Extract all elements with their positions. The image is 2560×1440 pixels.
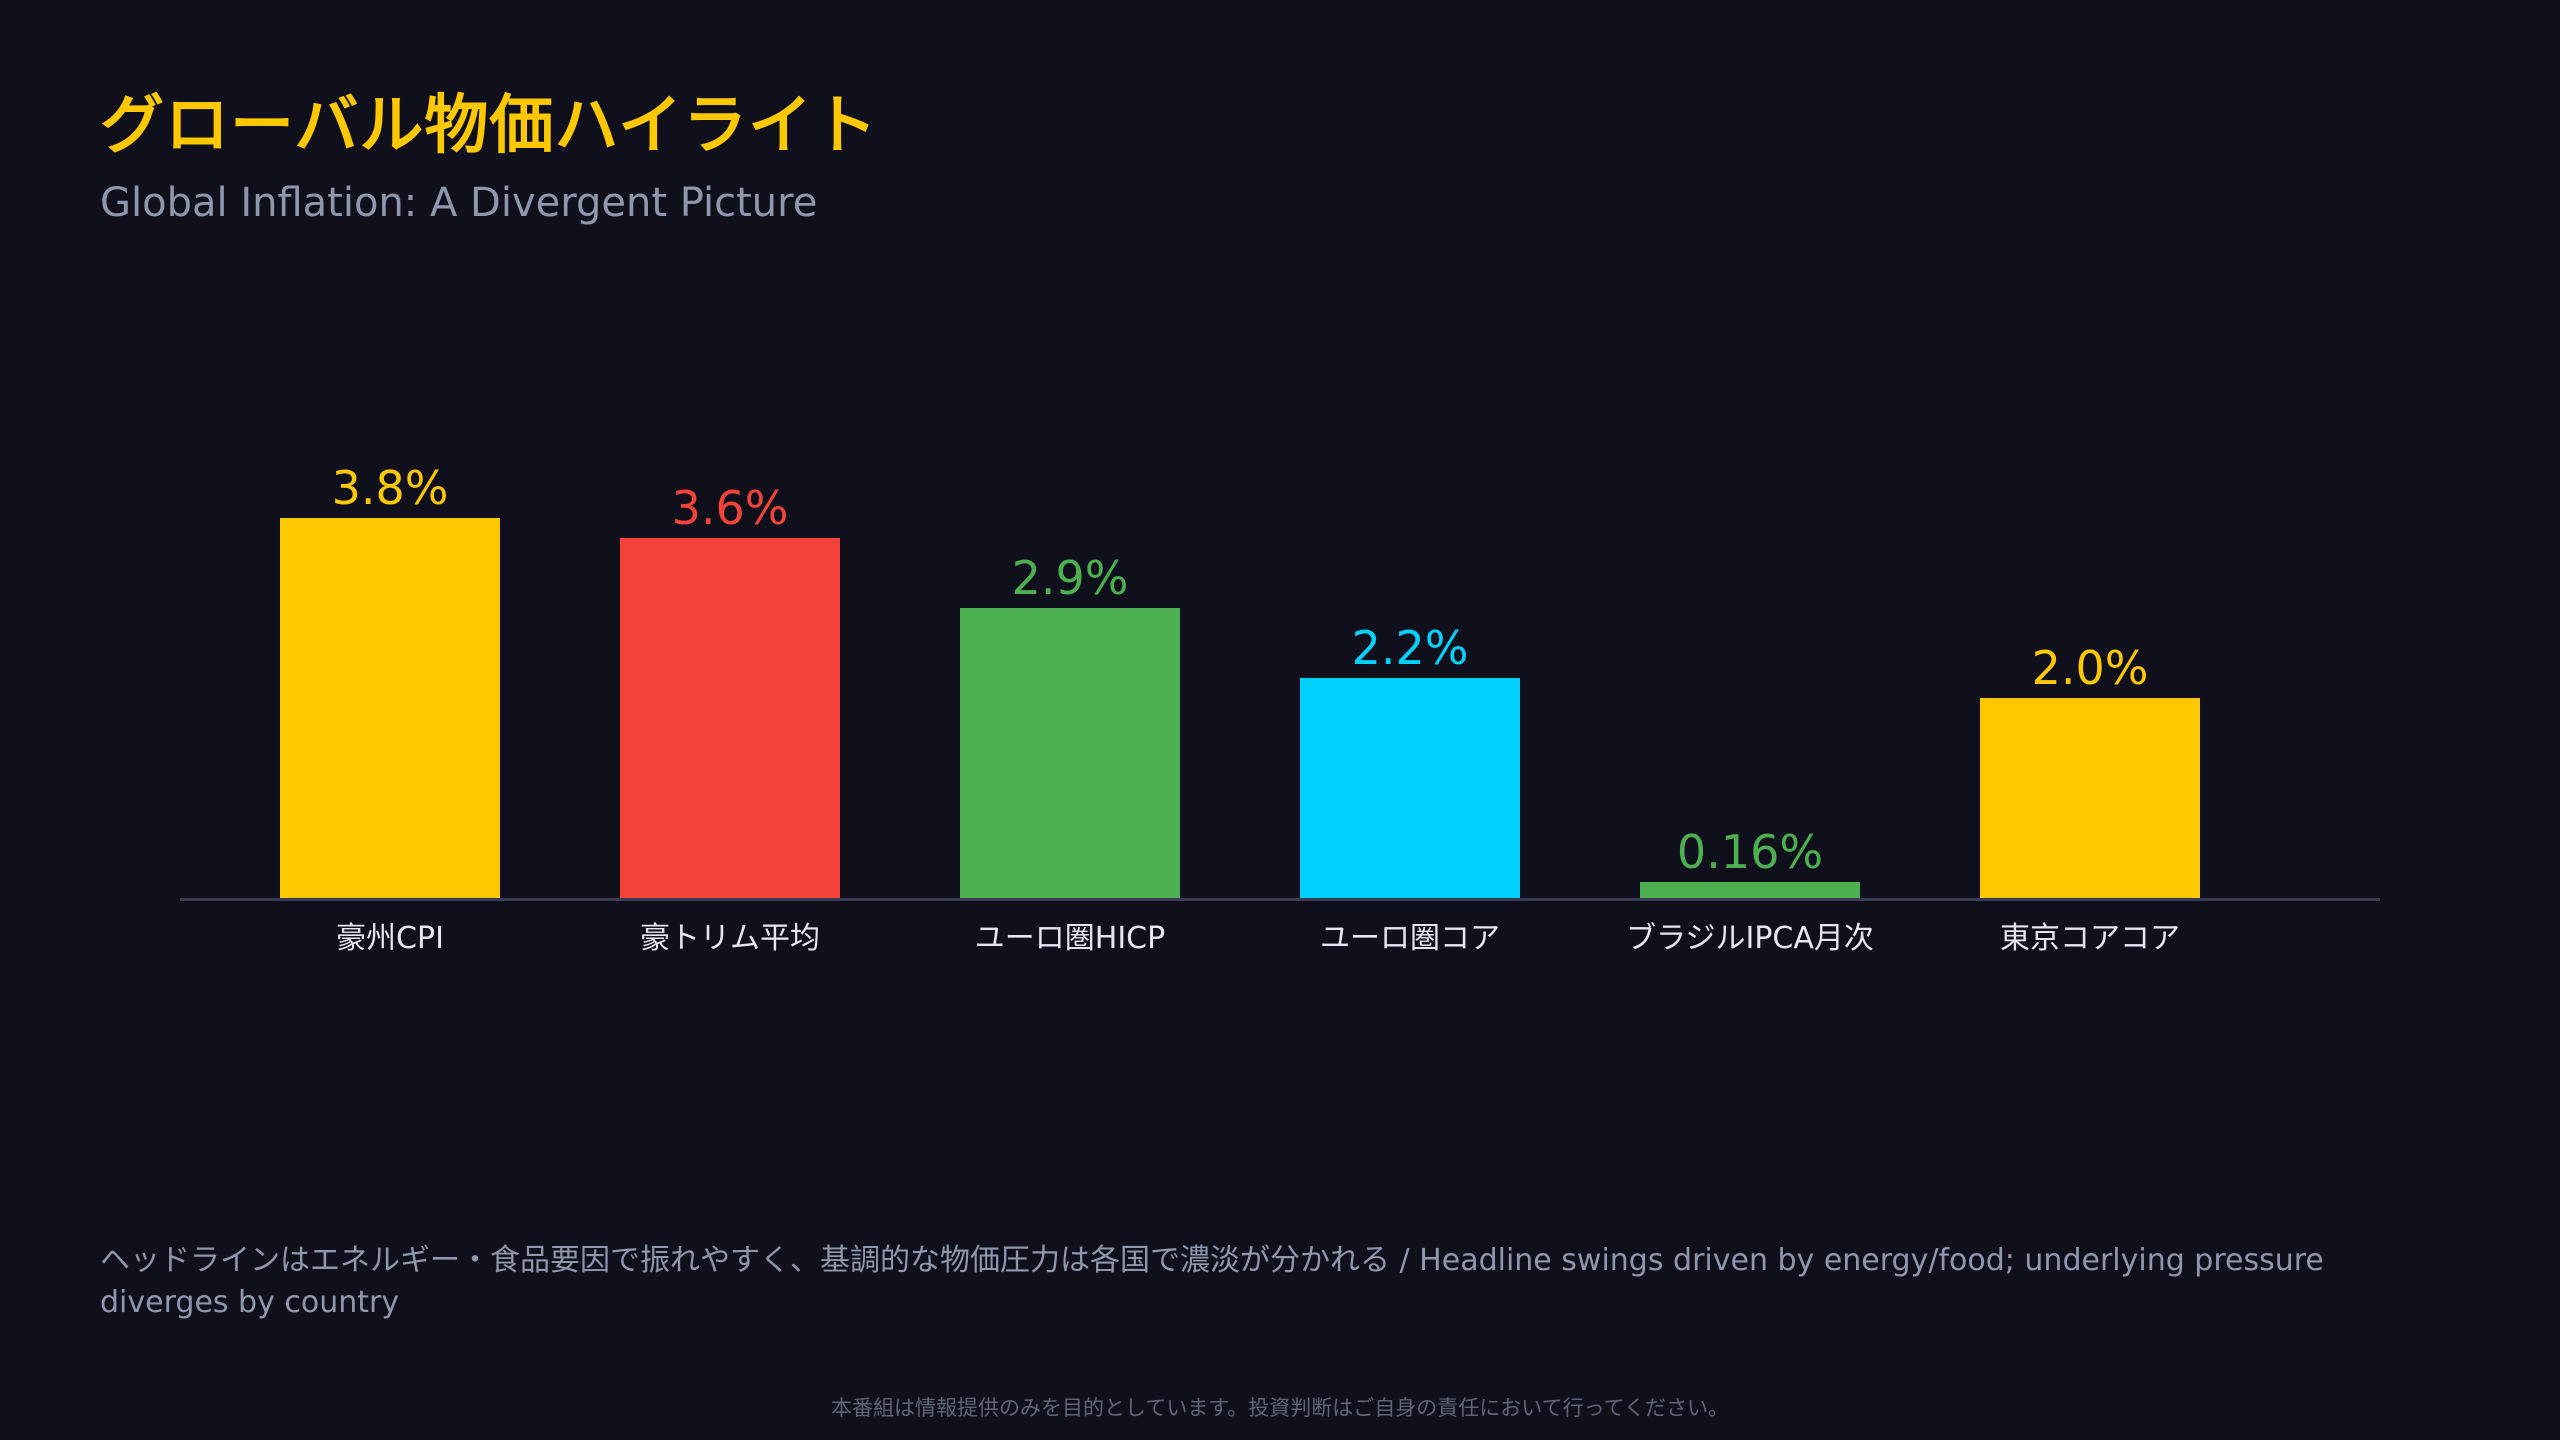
value-label-1: 3.8% (332, 461, 449, 515)
category-label-2: 豪トリム平均 (640, 921, 820, 956)
value-label-5: 0.16% (1677, 825, 1823, 879)
bar-2 (620, 538, 840, 898)
category-label-3: ユーロ圏HICP (975, 921, 1165, 956)
value-label-6: 2.0% (2032, 641, 2149, 695)
disclaimer: 本番組は情報提供のみを目的としています。投資判断はご自身の責任において行ってくだ… (831, 1396, 1729, 1420)
bar-4 (1300, 678, 1520, 898)
page-subtitle: Global Inflation: A Divergent Picture (100, 180, 818, 226)
bar-5 (1640, 882, 1860, 898)
page-title: グローバル物価ハイライト (100, 89, 879, 163)
category-label-6: 東京コアコア (2000, 921, 2180, 956)
category-label-1: 豪州CPI (336, 921, 444, 956)
category-label-5: ブラジルIPCA月次 (1626, 921, 1874, 956)
value-label-4: 2.2% (1352, 621, 1469, 675)
value-label-3: 2.9% (1012, 551, 1129, 605)
category-label-4: ユーロ圏コア (1320, 921, 1500, 956)
bar-3 (960, 608, 1180, 898)
bar-1 (280, 518, 500, 898)
value-label-2: 3.6% (672, 481, 789, 535)
bar-6 (1980, 698, 2200, 898)
chart-caption: ヘッドラインはエネルギー・食品要因で振れやすく、基調的な物価圧力は各国で濃淡が分… (100, 1243, 2324, 1320)
